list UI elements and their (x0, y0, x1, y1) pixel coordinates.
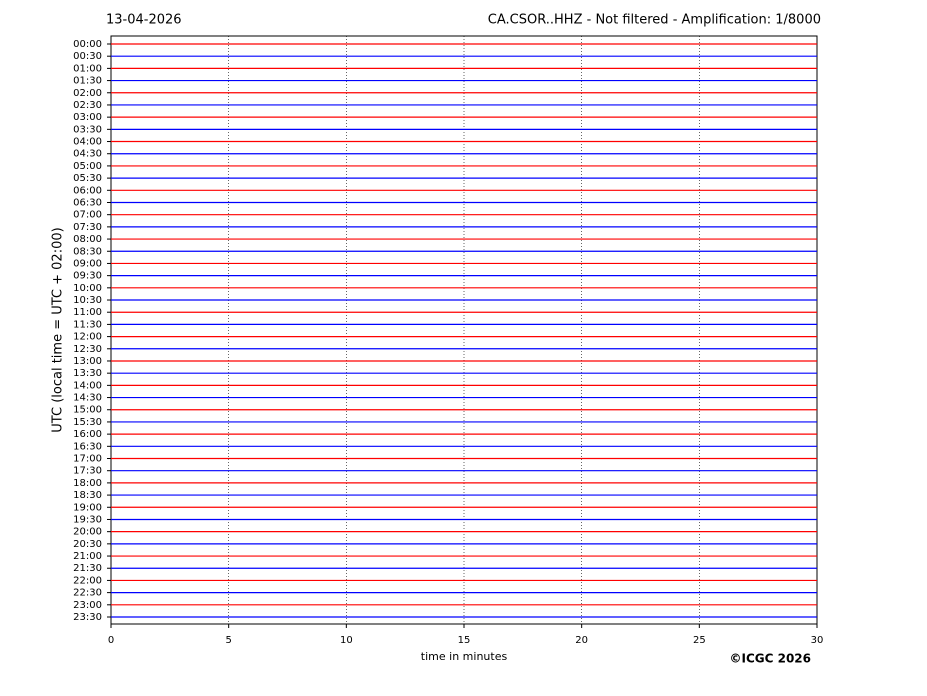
x-tick-label: 0 (108, 635, 114, 646)
y-tick-label: 12:00 (73, 332, 102, 343)
credit: ©ICGC 2026 (729, 652, 811, 666)
y-tick-label: 14:30 (73, 393, 102, 404)
x-tick-label: 5 (225, 635, 231, 646)
x-tick-label: 10 (340, 635, 353, 646)
y-tick-label: 01:00 (73, 63, 102, 74)
y-tick-label: 05:30 (73, 173, 102, 184)
y-tick-label: 22:30 (73, 588, 102, 599)
y-tick-label: 21:00 (73, 551, 102, 562)
y-tick-label: 19:30 (73, 514, 102, 525)
y-tick-label: 10:00 (73, 283, 102, 294)
y-tick-label: 17:00 (73, 454, 102, 465)
y-tick-label: 21:30 (73, 563, 102, 574)
y-tick-label: 13:00 (73, 356, 102, 367)
y-tick-label: 08:00 (73, 234, 102, 245)
y-tick-label: 11:00 (73, 307, 102, 318)
y-tick-label: 04:00 (73, 137, 102, 148)
y-tick-label: 18:00 (73, 478, 102, 489)
y-tick-label: 20:30 (73, 539, 102, 550)
y-tick-label: 07:00 (73, 210, 102, 221)
y-tick-label: 18:30 (73, 490, 102, 501)
y-tick-label: 03:30 (73, 124, 102, 135)
y-tick-label: 22:00 (73, 575, 102, 586)
y-tick-label: 16:30 (73, 441, 102, 452)
y-tick-label: 19:00 (73, 502, 102, 513)
y-tick-label: 00:30 (73, 51, 102, 62)
y-tick-label: 11:30 (73, 319, 102, 330)
y-tick-label: 02:00 (73, 88, 102, 99)
y-tick-label: 06:00 (73, 185, 102, 196)
x-tick-label: 20 (575, 635, 588, 646)
y-tick-label: 09:00 (73, 258, 102, 269)
y-tick-label: 23:00 (73, 600, 102, 611)
y-tick-label: 15:30 (73, 417, 102, 428)
y-tick-label: 13:30 (73, 368, 102, 379)
y-tick-label: 12:30 (73, 344, 102, 355)
y-tick-label: 10:30 (73, 295, 102, 306)
chart-title: CA.CSOR..HHZ - Not filtered - Amplificat… (488, 13, 821, 28)
x-axis-label: time in minutes (421, 650, 508, 663)
y-tick-label: 17:30 (73, 466, 102, 477)
y-tick-label: 07:30 (73, 222, 102, 233)
y-tick-label: 16:00 (73, 429, 102, 440)
y-tick-label: 09:30 (73, 271, 102, 282)
y-tick-label: 02:30 (73, 100, 102, 111)
y-tick-label: 08:30 (73, 246, 102, 257)
y-tick-label: 04:30 (73, 149, 102, 160)
y-tick-label: 15:00 (73, 405, 102, 416)
y-axis-label: UTC (local time = UTC + 02:00) (51, 227, 66, 432)
y-tick-label: 06:30 (73, 197, 102, 208)
y-tick-label: 05:00 (73, 161, 102, 172)
y-tick-label: 23:30 (73, 612, 102, 623)
x-tick-label: 15 (458, 635, 471, 646)
y-tick-label: 03:00 (73, 112, 102, 123)
y-tick-label: 01:30 (73, 76, 102, 87)
y-tick-label: 00:00 (73, 39, 102, 50)
chart-date: 13-04-2026 (106, 13, 182, 28)
x-tick-label: 25 (693, 635, 706, 646)
y-tick-label: 20:00 (73, 527, 102, 538)
x-tick-label: 30 (811, 635, 824, 646)
y-tick-label: 14:00 (73, 380, 102, 391)
